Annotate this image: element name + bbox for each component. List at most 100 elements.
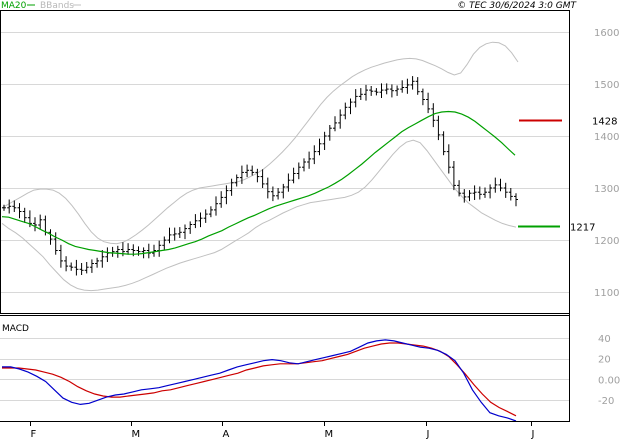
ohlc-bar xyxy=(312,145,317,165)
ohlc-bar xyxy=(462,189,467,203)
macd-tick-label: 0.00 xyxy=(598,375,620,386)
ohlc-bar xyxy=(115,245,120,258)
ohlc-bar xyxy=(420,88,425,106)
ohlc-bar xyxy=(488,184,493,199)
ohlc-bar xyxy=(441,131,446,156)
ohlc-bar xyxy=(100,250,105,268)
ohlc-bar xyxy=(260,169,265,188)
ohlc-bar xyxy=(514,193,518,207)
ohlc-bar xyxy=(379,83,384,98)
ohlc-bar xyxy=(219,191,224,208)
price-axis: 1600 1500 1400 1300 1200 1100 40 20 0.00 -20 xyxy=(594,28,620,407)
ohlc-bar xyxy=(22,207,27,223)
bbands-upper-line xyxy=(1,41,519,245)
grid xyxy=(0,32,569,401)
macd-panel-label: MACD xyxy=(2,324,29,334)
ohlc-bar xyxy=(69,262,74,271)
ohlc-bar xyxy=(493,177,498,193)
ohlc-bar xyxy=(17,203,22,219)
ohlc-bar xyxy=(214,196,218,216)
ohlc-bar xyxy=(405,78,410,94)
ohlc-bar xyxy=(467,190,472,202)
x-tick-label: J xyxy=(531,429,535,440)
price-tick-label: 1600 xyxy=(594,28,619,39)
macd-line xyxy=(2,339,517,422)
ohlc-bar xyxy=(291,167,296,184)
ohlc-bar xyxy=(48,229,53,245)
macd-tick-label: 20 xyxy=(598,355,611,366)
ohlc-bar xyxy=(152,244,156,257)
ohlc-bar xyxy=(255,168,260,183)
ohlc-bar xyxy=(384,83,389,95)
ohlc-bar xyxy=(477,186,482,200)
ohlc-bar xyxy=(400,80,405,93)
legend-bbands: BBands xyxy=(40,1,74,11)
ma20-line xyxy=(1,110,516,255)
ohlc-bar xyxy=(250,165,255,176)
ohlc-bar xyxy=(234,174,239,187)
ohlc-bar xyxy=(12,200,17,212)
ohlc-bar xyxy=(177,227,182,238)
ohlc-bar xyxy=(2,204,6,211)
price-tick-label: 1100 xyxy=(594,288,619,299)
ohlc-bars xyxy=(2,76,518,276)
ohlc-bar xyxy=(302,158,306,172)
ohlc-bar xyxy=(296,162,301,180)
bbands-lower-line xyxy=(1,139,517,292)
ohlc-bar xyxy=(389,84,394,98)
ohlc-bar xyxy=(353,89,358,108)
ohlc-bar xyxy=(33,217,37,232)
ohlc-bar xyxy=(89,259,94,273)
ohlc-bar xyxy=(95,257,100,268)
ohlc-bar xyxy=(239,165,244,184)
ohlc-bar xyxy=(58,244,63,268)
ohlc-bar xyxy=(322,131,327,150)
x-tick-label: J xyxy=(426,429,430,440)
ohlc-bar xyxy=(451,161,456,191)
ohlc-bar xyxy=(307,151,312,169)
ohlc-bar xyxy=(426,92,431,114)
ohlc-bar xyxy=(281,183,286,199)
ohlc-bar xyxy=(84,262,89,274)
bbands-layer xyxy=(1,41,519,292)
ohlc-bar xyxy=(508,188,513,201)
ohlc-bar xyxy=(188,221,193,234)
ohlc-bar xyxy=(431,103,436,128)
ohlc-bar xyxy=(343,102,348,120)
ohlc-bar xyxy=(369,86,374,96)
ohlc-bar xyxy=(198,212,203,228)
ohlc-bar xyxy=(74,259,79,276)
ohlc-bar xyxy=(126,243,131,255)
ohlc-bar xyxy=(183,224,187,240)
frame xyxy=(0,10,570,422)
ohlc-bar xyxy=(245,164,250,178)
ohlc-bar xyxy=(498,178,503,192)
ohlc-bar xyxy=(374,88,379,96)
level-label-1217: 1217 xyxy=(570,223,595,234)
ohlc-bar xyxy=(162,236,167,250)
price-tick-label: 1500 xyxy=(594,80,619,91)
price-tick-label: 1200 xyxy=(594,236,619,247)
macd-tick-label: 40 xyxy=(598,334,611,345)
ohlc-bar xyxy=(64,256,69,272)
x-tick-label: M xyxy=(325,429,334,440)
ohlc-bar xyxy=(472,185,477,200)
ma20-layer xyxy=(1,110,516,255)
ohlc-bar xyxy=(229,178,234,196)
ohlc-bar xyxy=(410,76,415,90)
copyright-text: © TEC 30/6/2024 3:0 GMT xyxy=(457,1,577,11)
header: MA20 BBands © TEC 30/6/2024 3:0 GMT xyxy=(1,1,578,11)
ohlc-bar xyxy=(208,206,213,218)
ohlc-bar xyxy=(503,182,508,198)
level-label-1428: 1428 xyxy=(592,117,617,128)
ohlc-bar xyxy=(436,115,441,141)
ohlc-bar xyxy=(276,188,281,200)
levels-layer: 1428 1217 xyxy=(518,117,617,234)
ohlc-bar xyxy=(53,232,58,255)
ohlc-bar xyxy=(203,209,208,223)
x-tick-label: A xyxy=(223,429,230,440)
ohlc-bar xyxy=(358,88,363,100)
